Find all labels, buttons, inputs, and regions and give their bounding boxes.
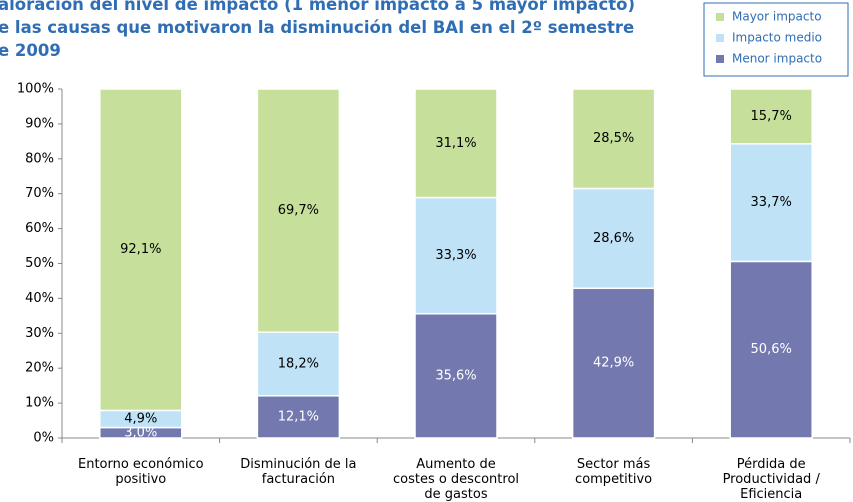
- data-label: 33,7%: [751, 195, 792, 210]
- data-label: 69,7%: [278, 203, 319, 218]
- bar-segment: [256, 331, 341, 397]
- bar-segment: [414, 196, 498, 315]
- bar-segment: [571, 187, 656, 290]
- data-label: 31,1%: [435, 136, 476, 151]
- data-label: 3,0%: [124, 425, 157, 440]
- legend-label: Impacto medio: [732, 31, 822, 45]
- bar-segment: [256, 88, 341, 334]
- chart-title: e 2009: [0, 41, 61, 60]
- x-tick-label: Aumento de costes o descontrol de gastos: [393, 457, 519, 502]
- bar-segment: [414, 313, 498, 439]
- data-label: 42,9%: [593, 356, 634, 371]
- data-label: 18,2%: [278, 357, 319, 372]
- chart-title: aloración del nivel de impacto (1 menor …: [0, 0, 635, 14]
- y-tick-label: 20%: [25, 361, 54, 376]
- bar-segment: [729, 143, 813, 263]
- data-label: 28,5%: [593, 131, 634, 146]
- data-label: 35,6%: [435, 368, 476, 383]
- y-tick-label: 40%: [25, 291, 54, 306]
- x-tick-label: Disminución de la facturación: [240, 457, 356, 487]
- y-tick-label: 100%: [17, 82, 54, 97]
- y-tick-label: 90%: [25, 116, 54, 131]
- data-label: 50,6%: [751, 342, 792, 357]
- y-tick-label: 80%: [25, 151, 54, 166]
- data-label: 15,7%: [751, 109, 792, 124]
- legend-label: Mayor impacto: [732, 10, 822, 24]
- legend-swatch: [716, 13, 724, 21]
- x-tick-label: Pérdida de Productividad / Eficiencia: [723, 457, 821, 502]
- data-label: 28,6%: [593, 231, 634, 246]
- bar-segment: [729, 260, 813, 439]
- legend-swatch: [716, 55, 724, 63]
- y-tick-label: 10%: [25, 396, 54, 411]
- x-tick-label: Sector más competitivo: [575, 457, 652, 487]
- y-tick-label: 30%: [25, 326, 54, 341]
- data-label: 92,1%: [120, 242, 161, 257]
- bar-segment: [414, 88, 498, 199]
- bar-segment: [571, 287, 656, 439]
- bar-segment: [99, 88, 183, 412]
- y-tick-label: 70%: [25, 186, 54, 201]
- bar-segment: [571, 88, 656, 190]
- data-label: 4,9%: [124, 411, 157, 426]
- data-label: 12,1%: [278, 409, 319, 424]
- x-tick-label: Entorno económico positivo: [78, 457, 204, 487]
- legend-swatch: [716, 34, 724, 42]
- data-label: 33,3%: [435, 248, 476, 263]
- y-tick-label: 50%: [25, 256, 54, 271]
- legend-box: [703, 2, 849, 77]
- y-tick-label: 60%: [25, 221, 54, 236]
- chart-title: e las causas que motivaron la disminució…: [0, 18, 634, 37]
- y-tick-label: 0%: [33, 431, 54, 446]
- legend-label: Menor impacto: [732, 52, 822, 66]
- bar-segment: [729, 88, 813, 145]
